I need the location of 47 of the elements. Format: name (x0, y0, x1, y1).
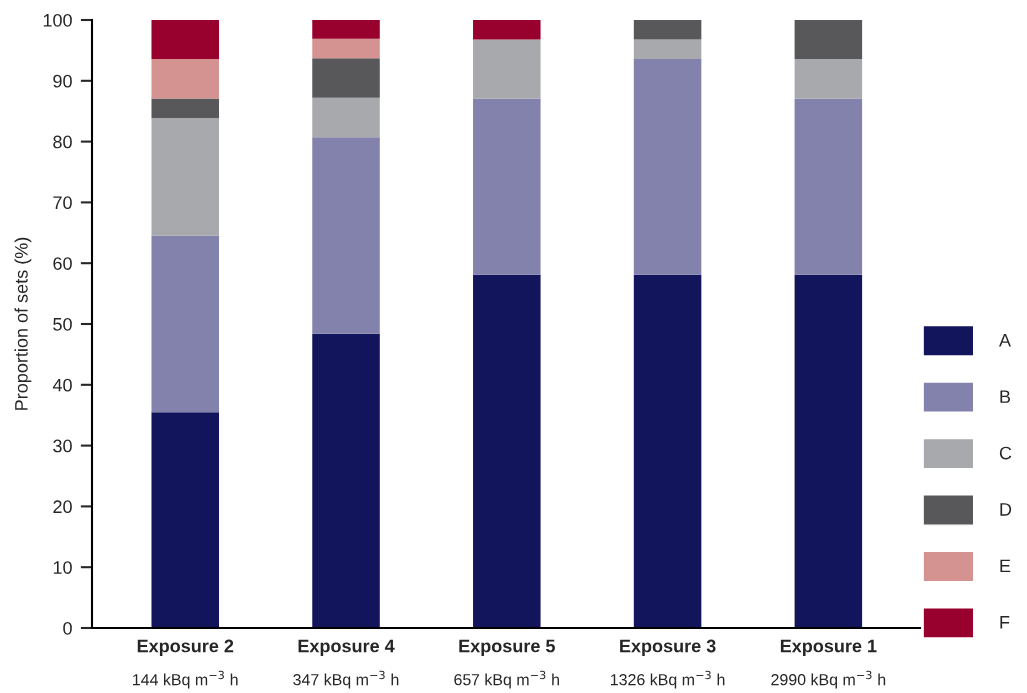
category-label: Exposure 1 2990 kBq m$^{−3}$ h (771, 639, 886, 689)
bar (312, 58, 380, 98)
bar (312, 38, 380, 59)
bar (312, 97, 380, 138)
bar (473, 20, 541, 40)
y-tick-label: 30 (53, 439, 72, 453)
category-label: Exposure 5 657 kBq m$^{−3}$ h (454, 639, 559, 689)
bar (151, 117, 220, 236)
bar (151, 58, 220, 99)
bar (151, 412, 220, 628)
category-label: Exposure 4 347 kBq m$^{−3}$ h (293, 639, 399, 689)
y-tick-label: 70 (53, 196, 72, 210)
y-tick-label: 40 (52, 378, 72, 392)
legend-label: C (999, 446, 1012, 460)
bar (312, 333, 380, 628)
y-tick-label: 90 (53, 74, 72, 88)
bar (312, 137, 380, 334)
legend-label: A (999, 333, 1011, 347)
bar (794, 98, 863, 275)
bar (473, 98, 541, 275)
legend-label: D (1000, 503, 1012, 516)
y-tick-label: 60 (53, 257, 72, 270)
y-tick-label: 80 (53, 135, 72, 149)
bar (473, 39, 541, 99)
bar (151, 98, 220, 118)
bar (151, 20, 220, 59)
y-axis-title: Proportion of sets (%) (14, 237, 32, 410)
legend-label: B (1000, 390, 1011, 403)
bar (312, 20, 380, 39)
bar (633, 274, 702, 628)
legend-label: E (1000, 559, 1011, 573)
bar (794, 58, 863, 99)
bar (633, 58, 702, 275)
y-tick-label: 10 (53, 561, 72, 574)
bar (151, 235, 220, 413)
bar (794, 20, 863, 59)
y-tick-label: 0 (63, 621, 72, 635)
bar (633, 39, 702, 59)
bar (473, 274, 541, 628)
category-label: Exposure 2 144 kBq m$^{−3}$ h (133, 639, 238, 689)
y-tick-label: 20 (53, 500, 72, 514)
legend-label: F (1000, 616, 1010, 629)
bar (633, 20, 702, 40)
category-label: Exposure 3 1326 kBq m$^{−3}$ h (610, 639, 725, 689)
y-tick-label: 50 (53, 317, 72, 331)
bar (794, 274, 863, 628)
y-tick-label: 100 (43, 13, 72, 27)
